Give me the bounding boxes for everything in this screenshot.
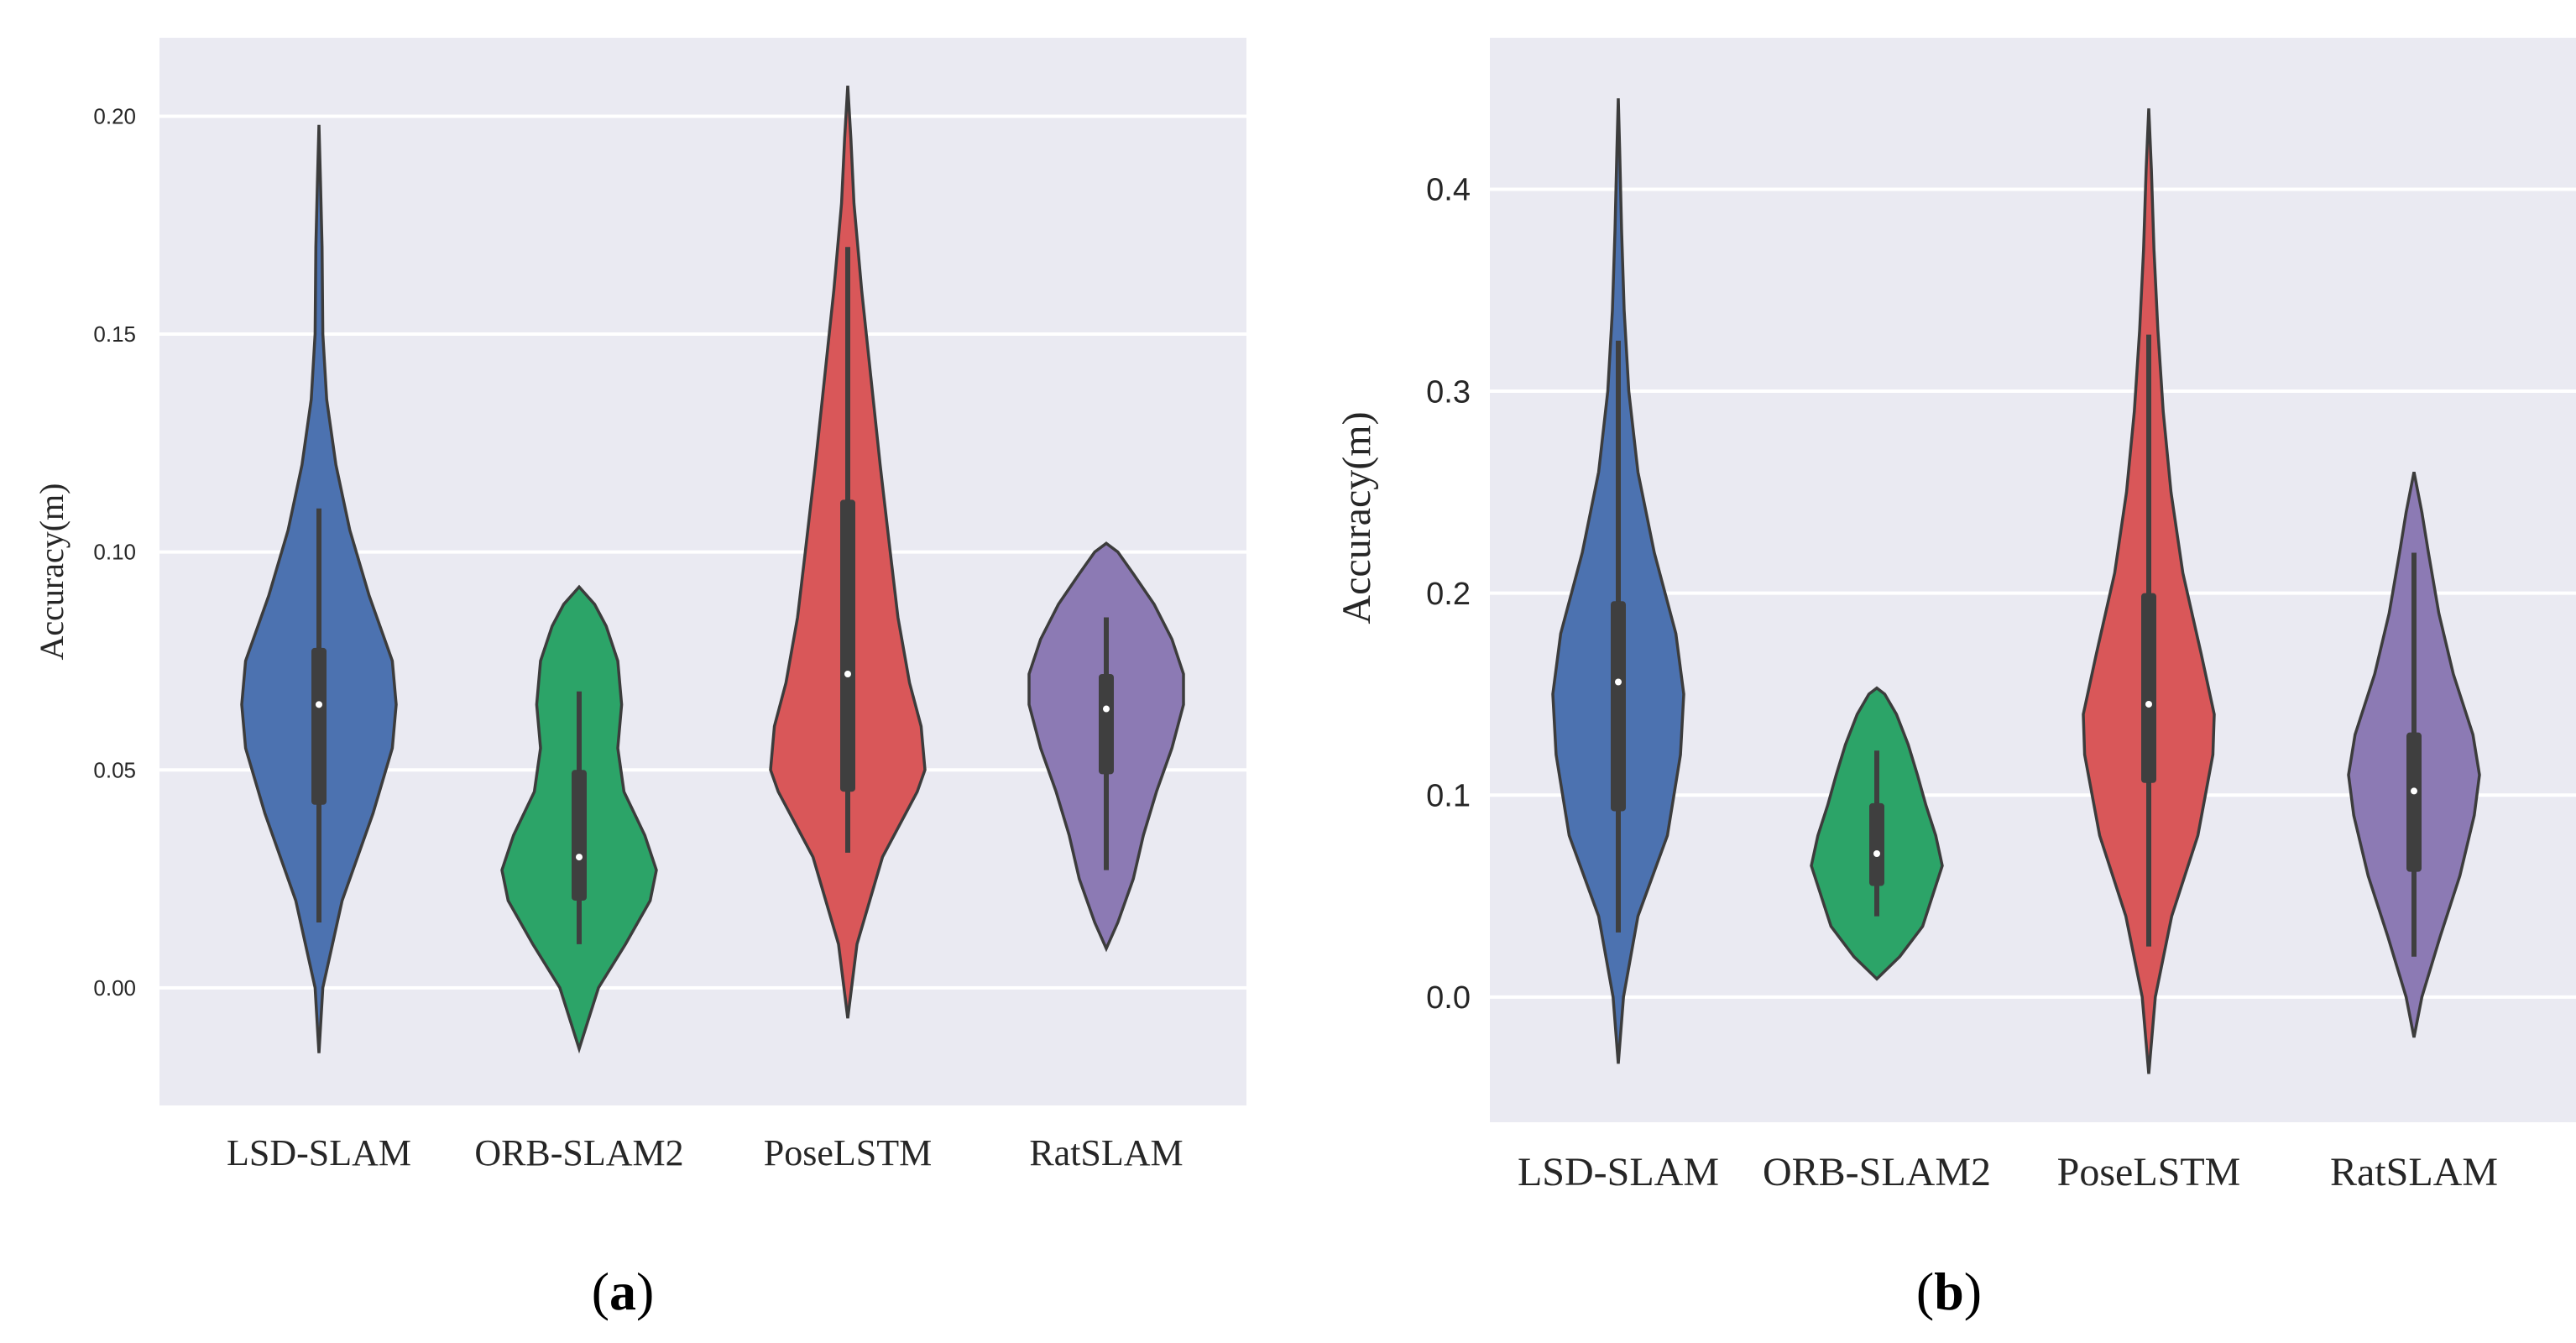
- violin-median-dot: [1873, 850, 1880, 858]
- violin-poselstm: [769, 85, 927, 1019]
- x-category-label: LSD-SLAM: [227, 1132, 411, 1173]
- y-tick-label: 0.00: [93, 975, 136, 1001]
- violin-lsd-slam: [240, 124, 398, 1053]
- violin-median-dot: [2411, 787, 2417, 795]
- violin-median-dot: [1103, 705, 1110, 713]
- violin-orb-slam2: [500, 584, 658, 1054]
- panel-b-category-labels: LSD-SLAM ORB-SLAM2 PoseLSTM RatSLAM: [1518, 1150, 2498, 1194]
- violin-ratslam: [1027, 541, 1185, 953]
- violin-lsd-slam: [1551, 98, 1685, 1064]
- x-category-label: PoseLSTM: [2057, 1150, 2241, 1194]
- violin-median-dot: [2145, 700, 2152, 708]
- violin-median-dot: [1615, 678, 1622, 686]
- violin-median-dot: [316, 701, 322, 708]
- panel-a-caption: (a): [592, 1262, 655, 1321]
- violin-median-dot: [844, 671, 851, 678]
- y-tick-label: 0.15: [93, 321, 136, 347]
- panel-b: 0.0 0.1 0.2 0.3 0.4 LSD-SLAM ORB-SLAM2 PoseLST…: [1335, 38, 2576, 1321]
- panel-b-y-axis-label: Accuracy(m): [1335, 411, 1379, 624]
- panel-b-violins: [1551, 98, 2481, 1074]
- panel-a: 0.00 0.05 0.10 0.15 0.20 LSD-SLAM ORB-SLAM2 Po…: [33, 38, 1246, 1321]
- x-category-label: ORB-SLAM2: [474, 1132, 683, 1173]
- panel-b-caption-letter: b: [1934, 1262, 1964, 1321]
- violin-poselstm: [2082, 108, 2216, 1074]
- y-tick-label: 0.1: [1426, 779, 1471, 814]
- panel-a-y-axis-label: Accuracy(m): [33, 483, 71, 661]
- panel-a-violins: [240, 85, 1185, 1054]
- violin-median-dot: [576, 854, 583, 861]
- violin-orb-slam2: [1810, 686, 1944, 981]
- x-category-label: RatSLAM: [2330, 1150, 2498, 1194]
- y-tick-label: 0.3: [1426, 374, 1471, 410]
- violin-iqr-box: [840, 499, 855, 792]
- panel-a-category-labels: LSD-SLAM ORB-SLAM2 PoseLSTM RatSLAM: [227, 1132, 1183, 1173]
- panel-a-y-ticks: 0.00 0.05 0.10 0.15 0.20: [93, 104, 136, 1001]
- violin-ratslam: [2347, 471, 2481, 1038]
- violin-iqr-box: [572, 770, 587, 901]
- violin-iqr-box: [1099, 674, 1114, 775]
- x-category-label: RatSLAM: [1029, 1132, 1183, 1173]
- panel-a-caption-letter: a: [609, 1262, 636, 1321]
- panel-b-y-ticks: 0.0 0.1 0.2 0.3 0.4: [1426, 173, 1471, 1016]
- violin-iqr-box: [2406, 732, 2422, 872]
- y-tick-label: 0.20: [93, 104, 136, 129]
- x-category-label: ORB-SLAM2: [1763, 1150, 1991, 1194]
- y-tick-label: 0.0: [1426, 980, 1471, 1016]
- violin-iqr-box: [1611, 601, 1626, 812]
- y-tick-label: 0.4: [1426, 173, 1471, 208]
- y-tick-label: 0.10: [93, 540, 136, 565]
- violin-iqr-box: [1869, 802, 1884, 886]
- y-tick-label: 0.05: [93, 757, 136, 782]
- x-category-label: PoseLSTM: [764, 1132, 932, 1173]
- x-category-label: LSD-SLAM: [1518, 1150, 1719, 1194]
- violin-iqr-box: [311, 647, 327, 805]
- panel-b-caption: (b): [1916, 1262, 1982, 1321]
- violin-iqr-box: [2141, 593, 2156, 783]
- y-tick-label: 0.2: [1426, 577, 1471, 612]
